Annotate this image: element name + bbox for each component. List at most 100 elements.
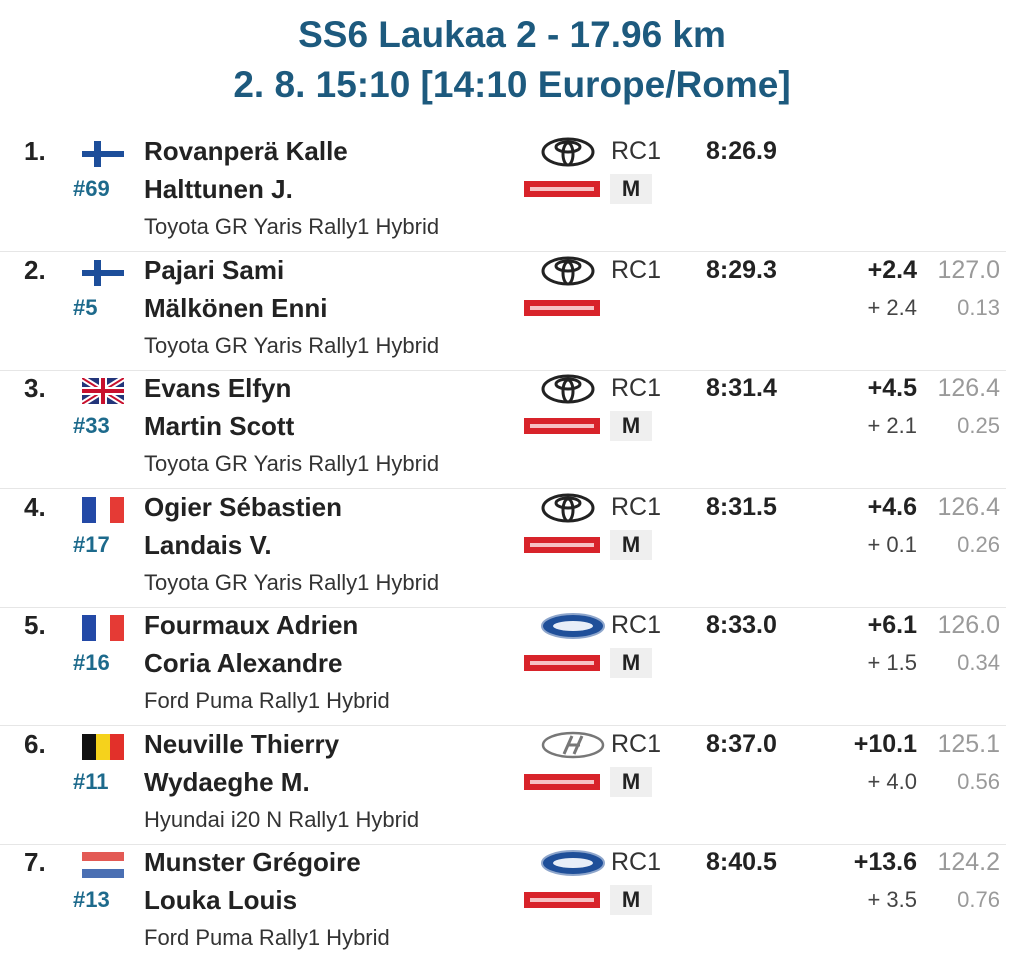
flag — [82, 141, 124, 167]
flag — [82, 260, 124, 286]
diff: + 3.5 — [867, 887, 917, 912]
result-row: 1. #69 Rovanperä Kalle Halttunen J. Toyota G… — [0, 133, 1006, 252]
car: Toyota GR Yaris Rally1 Hybrid — [144, 451, 440, 476]
pirelli-logo — [524, 892, 600, 908]
diff: + 1.5 — [867, 650, 917, 675]
driver: Rovanperä Kalle — [144, 136, 348, 166]
time: 8:33.0 — [706, 611, 777, 639]
codriver: Martin Scott — [144, 411, 295, 441]
speed: 126.4 — [937, 374, 1000, 402]
per-km: 0.26 — [957, 532, 1000, 557]
pirelli-logo — [524, 300, 600, 316]
speed: 126.0 — [937, 611, 1000, 639]
per-km: 0.34 — [957, 650, 1000, 675]
time: 8:31.5 — [706, 493, 777, 521]
tyre: M — [610, 885, 652, 915]
car: Ford Puma Rally1 Hybrid — [144, 925, 390, 950]
toyota-logo — [541, 374, 595, 404]
gap: +10.1 — [853, 730, 917, 758]
codriver: Louka Louis — [144, 885, 298, 915]
driver: Pajari Sami — [144, 255, 285, 285]
gap: +13.6 — [853, 848, 917, 876]
car: Ford Puma Rally1 Hybrid — [144, 688, 390, 713]
ford-logo — [541, 850, 605, 876]
per-km: 0.56 — [957, 769, 1000, 794]
pirelli-logo — [524, 537, 600, 553]
flag — [82, 497, 124, 523]
number: #13 — [73, 887, 110, 912]
class: RC1 — [611, 374, 662, 402]
pos: 4. — [24, 492, 46, 522]
pirelli-logo — [524, 655, 600, 671]
time: 8:26.9 — [706, 137, 777, 165]
tyre: M — [610, 767, 652, 797]
driver: Munster Grégoire — [144, 847, 361, 877]
pos: 1. — [24, 136, 46, 166]
car: Toyota GR Yaris Rally1 Hybrid — [144, 333, 440, 358]
stage-title: SS6 Laukaa 2 - 17.96 km — [298, 14, 726, 55]
class: RC1 — [611, 256, 662, 284]
result-row: 6. #11 Neuville Thierry Wydaeghe M. Hyundai … — [0, 726, 1006, 845]
pirelli-logo — [524, 181, 600, 197]
result-row: 5. #16 Fourmaux Adrien Coria Alexandre Ford … — [0, 607, 1006, 726]
pos: 2. — [24, 255, 46, 285]
hyundai-logo — [541, 731, 605, 759]
time: 8:37.0 — [706, 730, 777, 758]
flag — [82, 378, 124, 404]
result-row: 3. #33 Evans Elfyn Martin Scott Toyota GR Ya… — [0, 370, 1006, 489]
tyre: M — [610, 174, 652, 204]
gap: +4.5 — [867, 374, 917, 402]
class: RC1 — [611, 137, 662, 165]
speed: 125.1 — [937, 730, 1000, 758]
result-row: 4. #17 Ogier Sébastien Landais V. Toyota GR … — [0, 489, 1006, 608]
per-km: 0.13 — [957, 295, 1000, 320]
pirelli-logo — [524, 774, 600, 790]
number: #17 — [73, 532, 110, 557]
driver: Fourmaux Adrien — [144, 610, 359, 640]
codriver: Halttunen J. — [144, 174, 293, 204]
pos: 3. — [24, 373, 46, 403]
driver: Evans Elfyn — [144, 373, 292, 403]
time: 8:29.3 — [706, 256, 777, 284]
toyota-logo — [541, 256, 595, 286]
number: #11 — [73, 769, 109, 794]
class: RC1 — [611, 730, 662, 758]
tyre: M — [610, 530, 652, 560]
number: #16 — [73, 650, 110, 675]
pos: 5. — [24, 610, 46, 640]
gap: +2.4 — [867, 256, 917, 284]
flag — [82, 615, 124, 641]
class: RC1 — [611, 493, 662, 521]
flag — [82, 734, 124, 760]
pirelli-logo — [524, 418, 600, 434]
gap: +4.6 — [867, 493, 917, 521]
car: Toyota GR Yaris Rally1 Hybrid — [144, 214, 440, 239]
speed: 126.4 — [937, 493, 1000, 521]
number: #5 — [73, 295, 98, 320]
flag — [82, 852, 124, 878]
codriver: Coria Alexandre — [144, 648, 343, 678]
per-km: 0.25 — [957, 413, 1000, 438]
result-row: 2. #5 Pajari Sami Mälkönen Enni Toyota GR Ya… — [0, 252, 1006, 371]
codriver: Mälkönen Enni — [144, 293, 328, 323]
pos: 6. — [24, 729, 46, 759]
tyre: M — [610, 648, 652, 678]
per-km: 0.76 — [957, 887, 1000, 912]
diff: + 0.1 — [867, 532, 917, 557]
car: Toyota GR Yaris Rally1 Hybrid — [144, 570, 440, 595]
class: RC1 — [611, 611, 662, 639]
driver: Ogier Sébastien — [144, 492, 342, 522]
class: RC1 — [611, 848, 662, 876]
diff: + 2.4 — [867, 295, 917, 320]
diff: + 2.1 — [867, 413, 917, 438]
number: #33 — [73, 413, 110, 438]
time: 8:31.4 — [706, 374, 777, 402]
speed: 124.2 — [937, 848, 1000, 876]
gap: +6.1 — [867, 611, 917, 639]
car: Hyundai i20 N Rally1 Hybrid — [144, 807, 420, 832]
codriver: Wydaeghe M. — [144, 767, 310, 797]
stage-time: 2. 8. 15:10 [14:10 Europe/Rome] — [233, 64, 791, 105]
tyre: M — [610, 411, 652, 441]
ford-logo — [541, 613, 605, 639]
